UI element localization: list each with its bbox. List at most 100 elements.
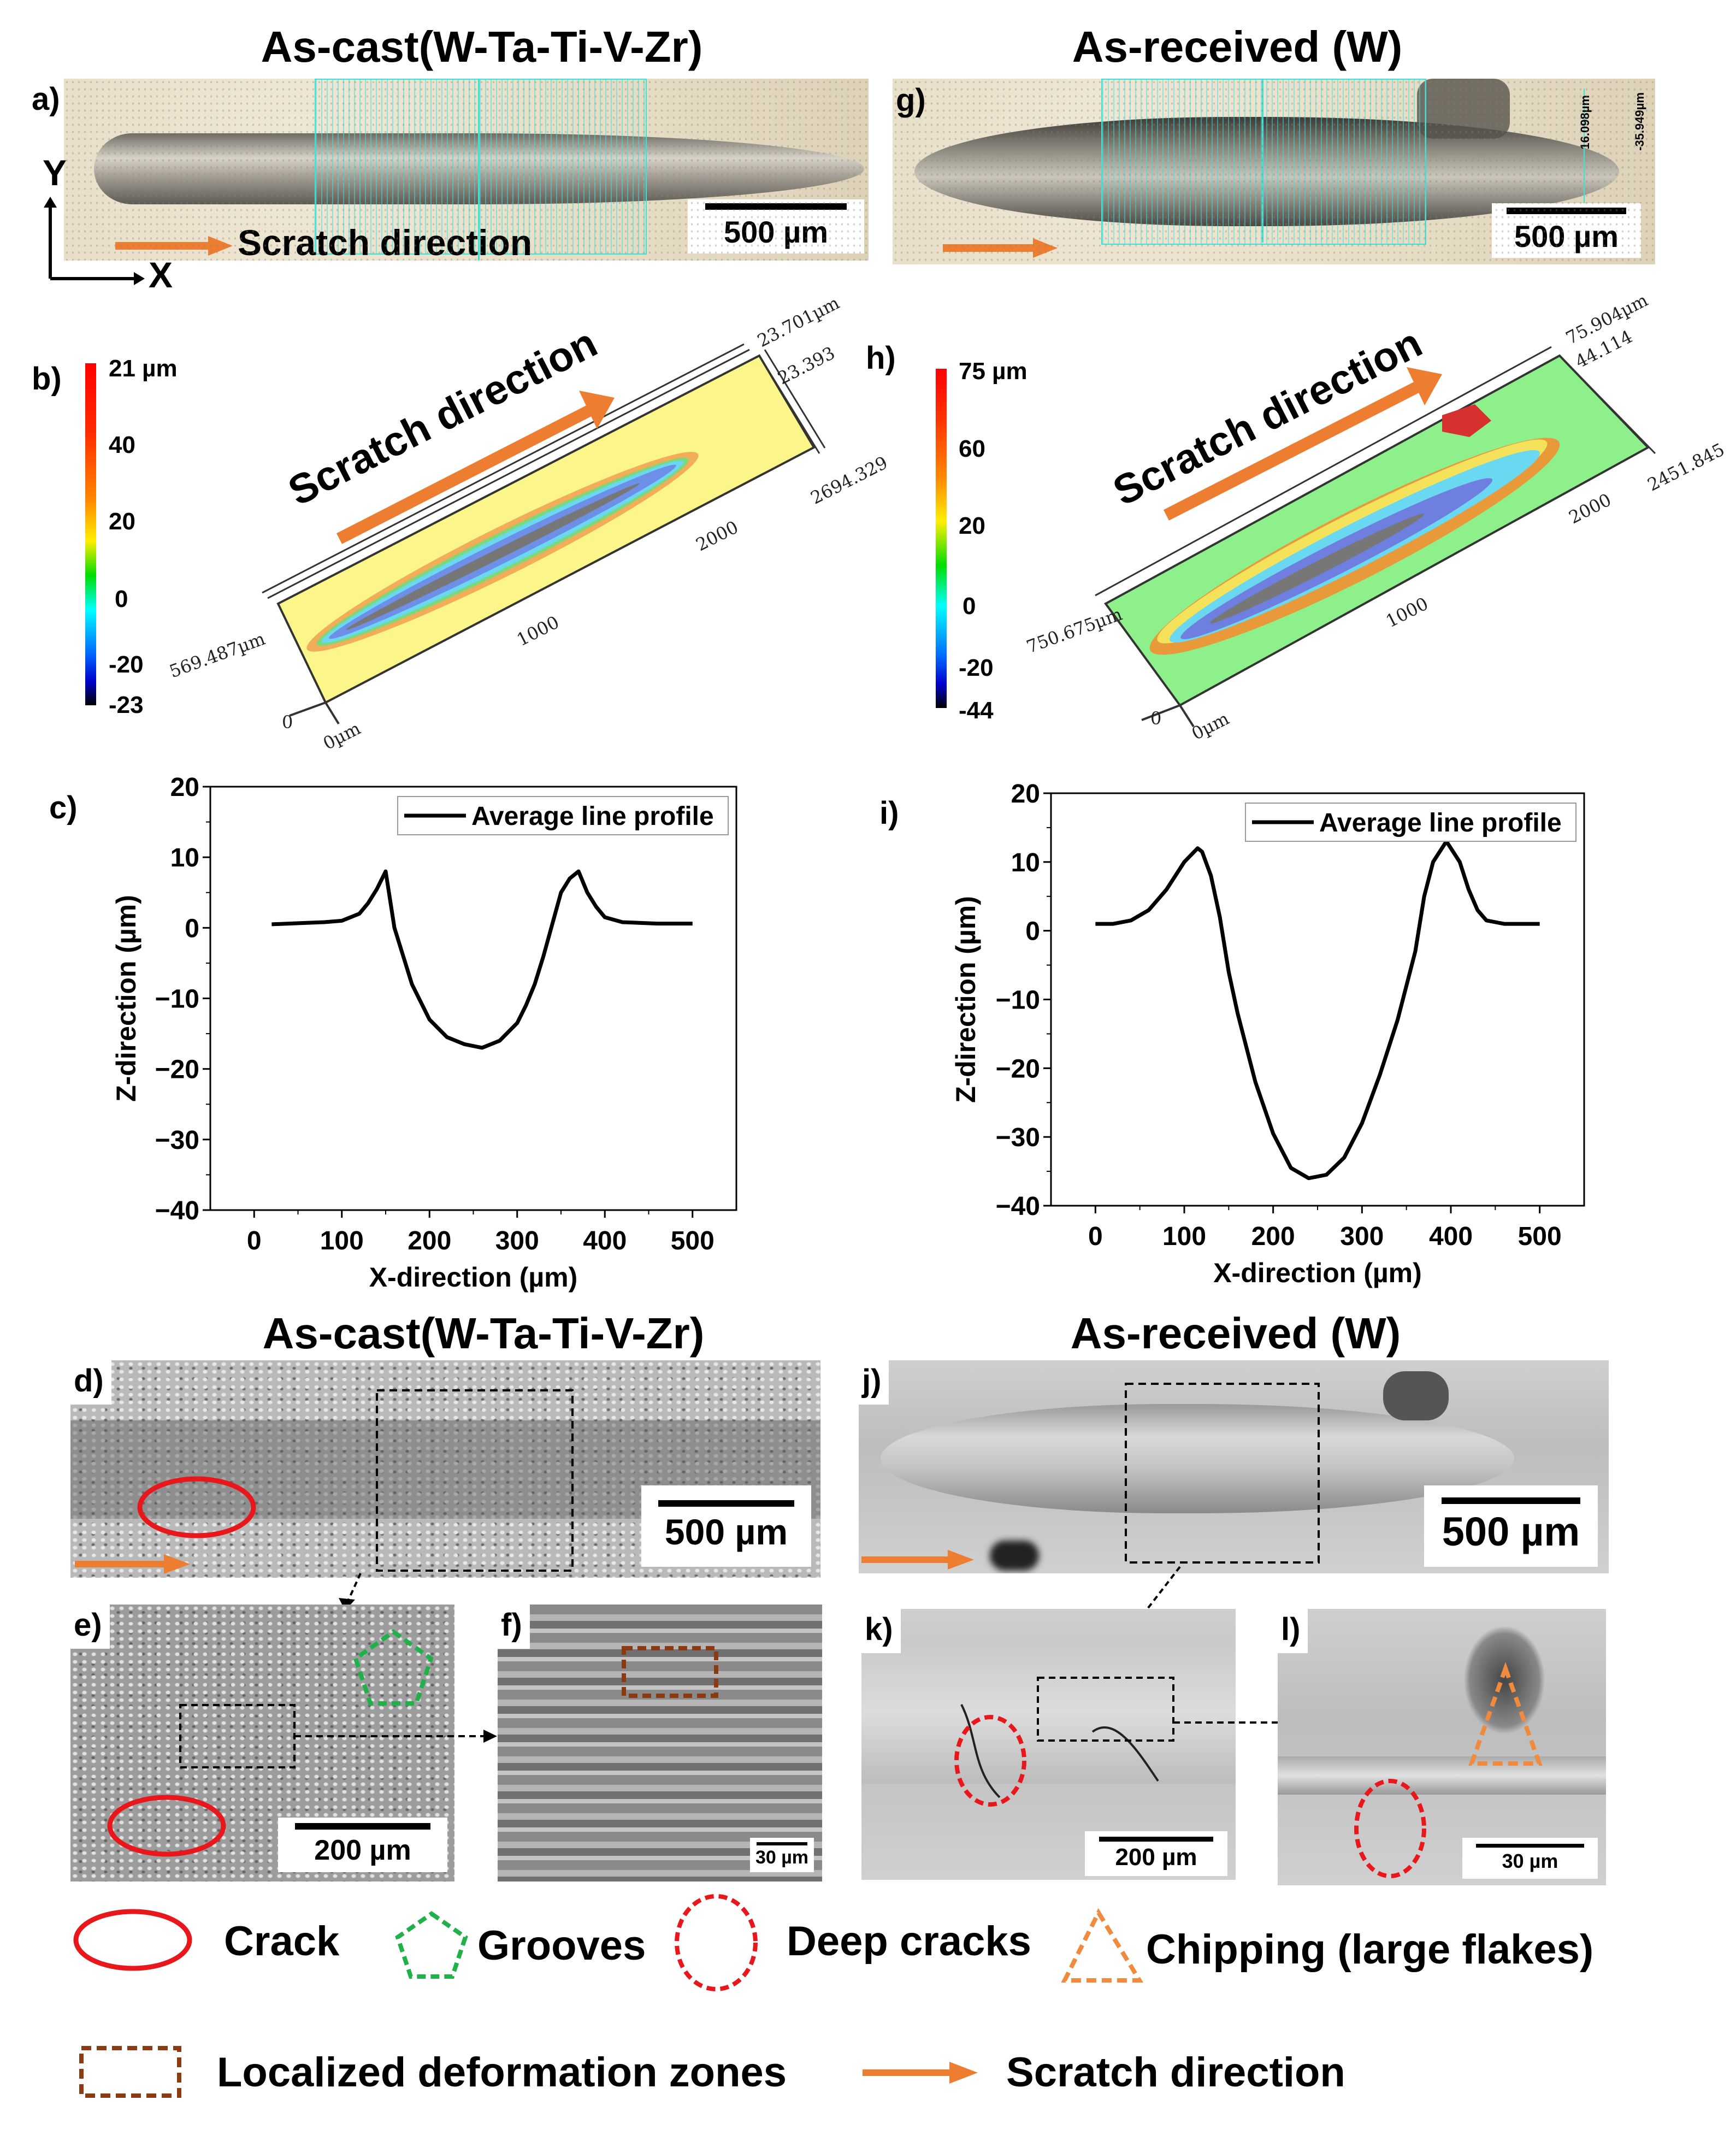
legend-chipping-label: Chipping (large flakes) <box>1146 1926 1594 1973</box>
colorbar-b-label: 21 µm <box>109 355 178 382</box>
zoom-region-box <box>1037 1677 1174 1742</box>
zoom-region-box <box>1125 1383 1320 1564</box>
x-axis-title: X-direction (µm) <box>1213 1258 1422 1288</box>
panel-label-h: h) <box>866 340 896 376</box>
legend-deformation-icon <box>79 2046 181 2098</box>
panel-label-b: b) <box>32 361 62 397</box>
legend-label: Average line profile <box>1319 809 1562 837</box>
scale-bar-j-label: 500 µm <box>1442 1509 1580 1554</box>
crack-marker <box>137 1476 256 1538</box>
deep-crack-marker <box>954 1715 1026 1807</box>
panel-label-f: f) <box>498 1605 530 1649</box>
series-line-average-profile <box>1095 839 1540 1181</box>
y-tick-label: −20 <box>996 1054 1040 1083</box>
title-as-received: As-received (W) <box>1072 22 1403 71</box>
legend-crack-icon <box>73 1909 192 1971</box>
panel-label-i: i) <box>879 795 899 831</box>
scratch-direction-arrow-h <box>1163 381 1421 521</box>
scale-bar-j: 500 µm <box>1424 1485 1598 1567</box>
scale-bar-d-label: 500 µm <box>664 1511 788 1552</box>
panel-label-e: e) <box>70 1605 110 1649</box>
y-tick-label: 10 <box>170 844 199 872</box>
y-tick-label: −10 <box>155 985 199 1014</box>
legend-crack-label: Crack <box>224 1918 340 1965</box>
colorbar-h-label: -20 <box>959 654 994 681</box>
chipped-region <box>1383 1371 1449 1420</box>
x-tick-label: 300 <box>495 1226 539 1255</box>
y-tick-label: −40 <box>996 1192 1040 1221</box>
panel-label-j: j) <box>859 1360 889 1405</box>
panel-label-d: d) <box>70 1360 111 1405</box>
crack-marker <box>107 1795 226 1857</box>
colorbar-h-label: 75 µm <box>959 358 1028 385</box>
groove-marker <box>353 1629 434 1706</box>
scratch-direction-arrow-j <box>948 1550 974 1570</box>
legend-scratch-arrow-icon <box>949 2062 978 2084</box>
scale-bar-e-label: 200 µm <box>314 1835 411 1866</box>
scale-bar-f: 30 µm <box>750 1838 814 1872</box>
x-axis-title: X-direction (µm) <box>369 1262 578 1293</box>
title-as-cast: As-cast(W-Ta-Ti-V-Zr) <box>261 22 703 71</box>
chipping-marker <box>1468 1662 1543 1766</box>
chipping-flake <box>1463 1625 1545 1735</box>
panel-label-l: l) <box>1278 1609 1308 1653</box>
x-tick-label: 100 <box>320 1226 364 1255</box>
scale-bar-k: 200 µm <box>1085 1831 1227 1876</box>
sem-image-k <box>861 1609 1236 1880</box>
scratch-groove-h <box>1149 438 1560 655</box>
colorbar-h-label: 20 <box>959 512 985 539</box>
axis-y-zero-b: 0 <box>282 712 293 733</box>
panel-label-g: g) <box>896 82 926 118</box>
x-tick-label: 400 <box>1429 1222 1473 1251</box>
scratch-band <box>1278 1756 1606 1795</box>
colorbar-h-label: 60 <box>959 435 985 462</box>
axis-y-label: Y <box>43 152 67 193</box>
title-as-received-sem: As-received (W) <box>1070 1309 1401 1358</box>
y-tick-label: −30 <box>996 1123 1040 1152</box>
x-tick-label: 200 <box>1251 1222 1295 1251</box>
y-tick-label: −30 <box>155 1126 199 1155</box>
scale-bar-f-label: 30 µm <box>755 1847 809 1868</box>
legend-label: Average line profile <box>471 802 714 831</box>
colorbar-b-label: 40 <box>109 432 135 458</box>
deep-crack-marker <box>1354 1779 1426 1878</box>
optical-image-as-cast: 500 µm Scratch direction <box>64 79 869 261</box>
x-tick-label: 100 <box>1162 1222 1206 1251</box>
colorbar-b <box>85 363 96 705</box>
colorbar-b-label: 20 <box>109 508 135 535</box>
y-tick-label: 20 <box>170 773 199 802</box>
x-tick-label: 0 <box>1088 1222 1103 1251</box>
x-tick-label: 300 <box>1340 1222 1384 1251</box>
colorbar-b-label: -20 <box>109 651 144 678</box>
crack-line <box>960 1704 1159 1798</box>
series-line-average-profile <box>271 869 693 1050</box>
chipping-peak-h <box>1442 404 1491 437</box>
x-tick-label: 500 <box>1518 1222 1562 1251</box>
scratch-groove-b <box>306 452 699 652</box>
colorbar-h-label: -44 <box>959 697 994 724</box>
scratch-direction-arrow-b <box>336 405 593 544</box>
scale-bar-e: 200 µm <box>278 1818 447 1872</box>
deformation-zone-marker <box>622 1646 718 1698</box>
panel-label-k: k) <box>861 1609 901 1653</box>
y-axis-title: Z-direction (µm) <box>111 895 141 1102</box>
scale-bar-k-label: 200 µm <box>1115 1843 1197 1871</box>
legend-scratch-direction-label: Scratch direction <box>1006 2049 1345 2096</box>
legend-deep-cracks-label: Deep cracks <box>787 1918 1031 1965</box>
sem-image-j <box>859 1360 1609 1573</box>
y-tick-label: 0 <box>1025 917 1040 946</box>
colorbar-b-label: -23 <box>109 692 144 718</box>
y-tick-label: −40 <box>155 1196 199 1225</box>
scale-bar-l-label: 30 µm <box>1502 1850 1558 1872</box>
legend-grooves-label: Grooves <box>477 1922 646 1969</box>
y-axis-title: Z-direction (µm) <box>950 896 981 1103</box>
